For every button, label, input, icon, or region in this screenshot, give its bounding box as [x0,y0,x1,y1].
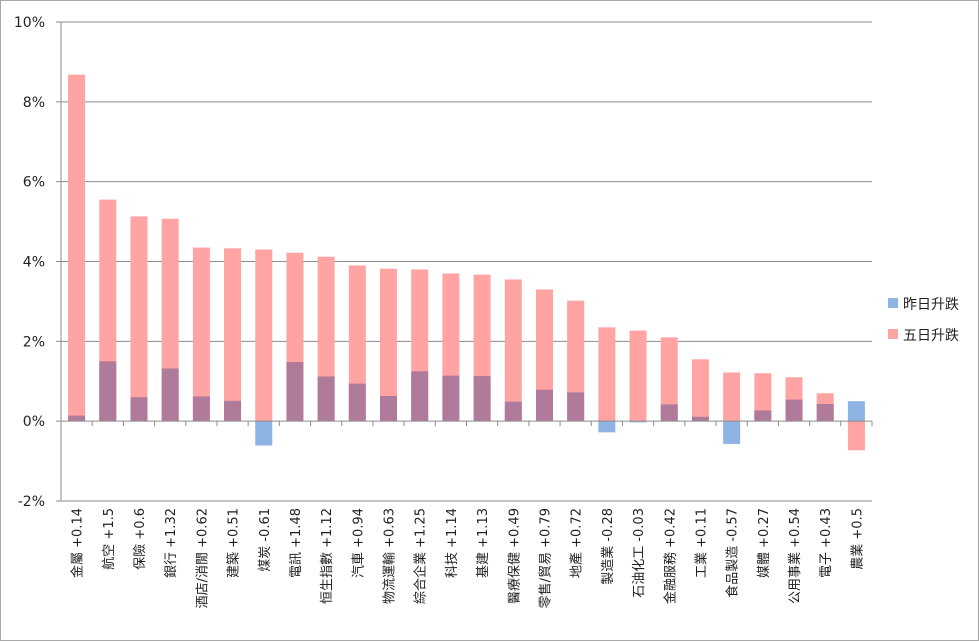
legend: 昨日升跌 五日升跌 [888,297,959,344]
bar-yesterday [224,400,242,422]
bar-five-day [348,265,366,422]
x-tick-label: 汽車 +0.94 [351,508,366,578]
bar-yesterday [317,376,335,422]
bar-yesterday [473,376,491,422]
bar-yesterday [286,362,304,422]
x-tick-label: 零售/貿易 +0.79 [537,508,553,608]
x-tick-label: 媒體 +0.27 [757,508,772,578]
x-tick-label: 電訊 +1.48 [289,508,304,578]
x-tick-label: 金屬 +0.14 [70,508,86,578]
bar-five-day [847,421,865,451]
x-tick-label: 保險 +0.6 [133,508,148,570]
x-tick-label: 金融服務 +0.42 [662,508,678,604]
x-tick-labels: 金屬 +0.14 航空 +1.5 保險 +0.6 銀行 +1.32 酒店/消閒 +0.6… [70,508,866,608]
bar-yesterday [723,421,741,444]
bar-yesterday [411,371,429,422]
bar-yesterday [535,389,553,422]
legend-label-yesterday: 昨日升跌 [903,297,959,313]
y-tick-label: 10% [14,15,45,31]
bar-yesterday [785,399,803,422]
y-tick-label: 2% [23,334,45,350]
bar-five-day [380,268,398,422]
x-tick-label: 電子 +0.43 [819,508,834,578]
x-tick-label: 物流運輸 +0.63 [383,508,398,604]
bar-yesterday [161,368,179,422]
bar-yesterday [847,401,865,422]
bar-five-day [567,300,585,422]
bar-five-day [130,216,148,422]
x-tick-label: 綜合企業 +1.25 [413,508,429,604]
bar-yesterday [130,397,148,422]
bar-yesterday [691,416,709,422]
y-tick-labels: -2% 0% 2% 4% 6% 8% 10% [14,15,45,510]
bar-five-day [504,279,522,422]
bar-five-day [723,372,741,422]
y-tick-label: 4% [23,255,45,271]
bar-five-day [660,337,678,422]
x-tick-label: 石油化工 -0.03 [632,508,647,598]
legend-label-five-day: 五日升跌 [903,328,959,344]
x-tick-label: 食品製造 -0.57 [725,508,741,598]
bar-five-day [691,359,709,422]
axes [56,21,873,502]
y-tick-label: 6% [23,175,45,191]
bar-yesterday [348,383,366,422]
y-tick-label: 8% [23,95,45,111]
bar-yesterday [816,404,834,422]
x-tick-label: 航空 +1.5 [101,508,117,570]
x-tick-label: 工業 +0.11 [693,508,709,578]
x-tick-label: 恒生指數 +1.12 [320,508,335,604]
legend-swatch-five-day [888,329,898,339]
bar-yesterday [567,392,585,422]
bar-yesterday [598,421,616,433]
x-tick-label: 基建 +1.13 [476,508,491,578]
bar-five-day [754,373,772,422]
bar-yesterday [629,421,647,423]
bar-yesterday [255,421,273,446]
bar-yesterday [99,361,117,422]
bar-yesterday [380,396,398,422]
bar-yesterday [504,401,522,422]
bar-five-day [255,249,273,422]
x-tick-label: 製造業 -0.28 [600,508,616,585]
x-tick-label: 科技 +1.14 [445,508,460,578]
bar-yesterday [754,410,772,422]
y-tick-label: 0% [23,414,45,430]
bar-yesterday [192,396,210,422]
bar-five-day [68,74,86,422]
x-tick-label: 農業 +0.5 [849,508,865,570]
bar-five-day [598,327,616,422]
bar-yesterday [660,404,678,422]
x-tick-label: 地產 +0.72 [569,508,585,578]
bar-five-day [629,330,647,422]
x-tick-label: 銀行 +1.32 [164,508,179,578]
y-tick-label: -2% [18,494,45,510]
bars [68,74,865,451]
gridlines [61,21,872,502]
x-tick-label: 醫療保健 +0.49 [507,508,522,604]
bar-five-day [192,247,210,422]
x-tick-label: 公用事業 +0.54 [787,508,803,604]
x-tick-label: 煤炭 -0.61 [258,508,273,572]
legend-swatch-yesterday [888,298,898,308]
bar-five-day [535,289,553,422]
bar-yesterday [68,415,86,422]
bar-yesterday [442,375,460,422]
bar-five-day [224,248,242,422]
x-tick-label: 建築 +0.51 [227,508,242,578]
x-tick-label: 酒店/消閒 +0.62 [195,508,210,608]
